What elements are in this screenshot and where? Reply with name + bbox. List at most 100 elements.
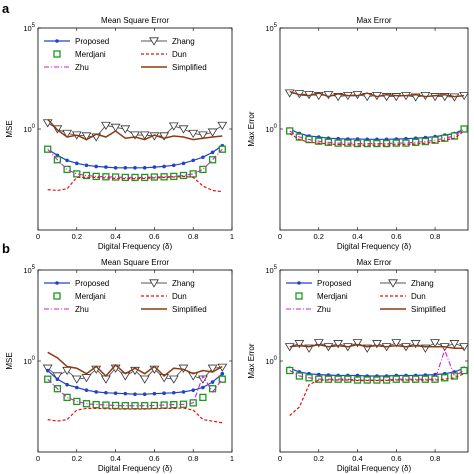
point-merdjani — [460, 125, 468, 133]
series-group — [42, 351, 228, 424]
point-zhang — [52, 372, 63, 381]
point-proposed — [142, 392, 147, 396]
x-tick-label: 0.8 — [430, 454, 440, 463]
point-proposed — [75, 161, 79, 166]
point-zhang — [352, 339, 363, 348]
point-zhang — [120, 125, 131, 134]
legend-label: Merdjani — [317, 292, 348, 301]
point-proposed — [220, 371, 225, 376]
point-proposed — [123, 391, 128, 396]
point-zhang — [139, 375, 150, 384]
point-zhang — [207, 364, 218, 373]
point-merdjani — [208, 156, 217, 164]
point-proposed — [133, 166, 137, 170]
legend-label: Merdjani — [75, 50, 106, 59]
chart-title: Max Error — [356, 258, 391, 267]
point-proposed — [104, 390, 108, 395]
plot-area — [37, 269, 233, 453]
point-zhang — [81, 132, 92, 141]
point-proposed — [45, 368, 50, 373]
y-axis-label: MSE — [5, 352, 14, 369]
series-line-dun — [289, 373, 465, 417]
point-zhang — [42, 364, 53, 373]
legend-label: Proposed — [317, 279, 351, 288]
point-zhang — [130, 131, 140, 140]
y-axis-label: MSE — [5, 120, 14, 137]
x-axis-label: Digital Frequency (δ) — [337, 242, 412, 251]
series-line-simplified — [289, 343, 465, 350]
point-merdjani — [199, 165, 207, 174]
x-tick-label: 0 — [36, 232, 40, 241]
point-proposed — [172, 163, 176, 168]
legend-label: Zhu — [317, 305, 331, 314]
y-tick-label: 105 — [265, 265, 277, 275]
point-proposed — [55, 377, 60, 382]
x-tick-label: 1 — [230, 454, 234, 463]
legend-label: Dun — [411, 292, 426, 301]
point-proposed — [191, 388, 195, 392]
legend-marker-proposed — [297, 281, 301, 285]
point-proposed — [201, 385, 205, 390]
x-tick-label: 0.2 — [72, 232, 82, 241]
point-zhang — [71, 375, 82, 384]
series-line-dun — [289, 130, 465, 146]
series-line-simplified — [47, 118, 223, 141]
x-axis-label: Digital Frequency (δ) — [337, 464, 412, 473]
point-proposed — [94, 164, 98, 169]
plot-area — [279, 269, 469, 453]
point-zhang — [333, 340, 344, 349]
chart-title: Mean Square Error — [101, 16, 169, 25]
chart-title: Mean Square Error — [101, 258, 169, 267]
point-zhang — [459, 343, 468, 352]
legend-label: Simplified — [411, 305, 446, 314]
x-tick-label: 0 — [278, 454, 282, 463]
point-zhang — [313, 339, 324, 348]
x-tick-label: 0.4 — [110, 454, 120, 463]
point-proposed — [142, 166, 147, 170]
point-zhang — [139, 131, 150, 140]
point-zhang — [62, 129, 73, 139]
point-zhang — [217, 121, 228, 131]
point-proposed — [355, 137, 360, 141]
x-axis-label: Digital Frequency (δ) — [98, 464, 173, 473]
x-tick-label: 0.8 — [430, 232, 440, 241]
series-group — [42, 118, 228, 193]
point-zhang — [62, 366, 73, 376]
plot-area — [37, 27, 233, 231]
x-tick-label: 0.2 — [314, 232, 324, 241]
point-proposed — [75, 385, 79, 390]
y-tick-label: 100 — [265, 124, 277, 134]
chart-title: Max Error — [356, 16, 391, 25]
point-merdjani — [286, 127, 294, 135]
point-proposed — [191, 158, 195, 163]
x-tick-label: 0 — [36, 454, 40, 463]
x-tick-label: 0.6 — [149, 232, 159, 241]
point-zhang — [197, 131, 208, 140]
legend-label: Merdjani — [75, 292, 106, 301]
y-axis-label: Max Error — [247, 111, 256, 146]
legend-label: Zhang — [172, 279, 195, 288]
chart-panel-4: Max Error Digital Frequency (δ) Max Error 0… — [247, 258, 469, 473]
point-zhang — [100, 121, 111, 131]
series-group — [284, 339, 468, 417]
point-merdjani — [63, 165, 71, 174]
point-proposed — [65, 158, 69, 163]
point-zhang — [294, 340, 305, 349]
point-merdjani — [460, 366, 468, 375]
legend-marker-zhang — [149, 279, 159, 288]
point-zhang — [430, 339, 440, 348]
panel-label-a: a — [2, 1, 10, 16]
point-proposed — [152, 165, 157, 169]
series-line-dun — [47, 407, 223, 424]
point-proposed — [316, 372, 321, 377]
point-proposed — [84, 163, 89, 168]
charts-group: Mean Square Error Digital Frequency (δ) MS… — [5, 16, 469, 473]
series-line-simplified — [289, 90, 465, 98]
panel-label-b: b — [2, 241, 10, 256]
legend: Proposed Zhang Merdjani Dun Zhu Simplified — [286, 279, 446, 314]
x-tick-label: 0.6 — [149, 454, 159, 463]
series-line-zhu — [47, 148, 223, 178]
series-line-simplified — [47, 351, 223, 378]
legend-label: Proposed — [75, 37, 109, 46]
